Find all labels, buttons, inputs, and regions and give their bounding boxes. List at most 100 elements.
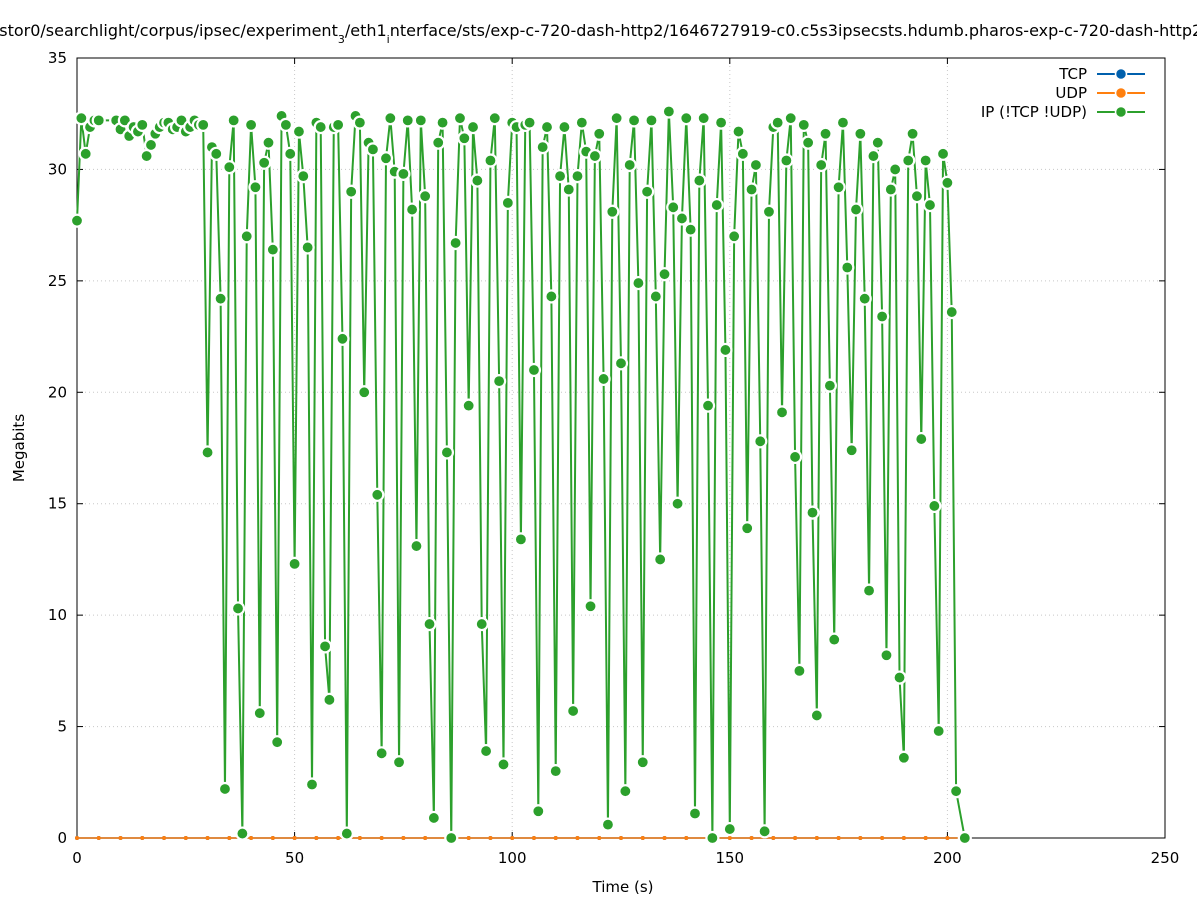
data-point — [574, 115, 589, 130]
data-point — [457, 131, 472, 146]
data-point — [931, 723, 946, 739]
data-point — [444, 830, 459, 846]
data-point — [257, 155, 272, 170]
data-point — [727, 836, 732, 840]
data-point — [892, 670, 907, 685]
data-point — [770, 115, 785, 130]
legend-label: TCP — [1058, 65, 1087, 83]
data-point — [213, 291, 228, 306]
data-point — [740, 521, 755, 536]
data-point — [792, 663, 807, 678]
data-point — [409, 538, 424, 554]
data-point — [452, 111, 468, 126]
data-point — [844, 443, 859, 458]
data-point — [853, 126, 868, 141]
data-point — [75, 836, 79, 840]
y-tick-label: 10 — [48, 606, 67, 624]
legend-label: IP (!TCP !UDP) — [981, 103, 1087, 121]
data-point — [283, 146, 298, 161]
data-point — [896, 750, 911, 765]
data-point — [687, 806, 703, 821]
data-point — [465, 119, 481, 135]
data-point — [314, 836, 319, 840]
y-tick-labels: 0 5 10 15 20 25 30 35 — [48, 49, 67, 847]
data-point — [135, 117, 150, 132]
data-point — [461, 398, 476, 413]
data-point — [635, 755, 650, 770]
data-point — [422, 616, 437, 632]
data-point — [783, 111, 798, 126]
x-tick-label: 250 — [1151, 849, 1180, 867]
data-point — [761, 204, 777, 219]
data-point — [597, 836, 602, 840]
data-point — [183, 836, 188, 840]
data-point — [470, 173, 485, 188]
data-point — [583, 599, 598, 614]
data-point — [927, 498, 942, 514]
data-point — [270, 836, 275, 840]
data-point — [670, 496, 685, 511]
data-point — [526, 362, 542, 378]
data-point — [570, 169, 585, 184]
data-point — [401, 836, 406, 840]
data-point — [531, 836, 536, 840]
data-point — [96, 836, 101, 840]
data-point — [796, 117, 811, 132]
data-point — [396, 166, 411, 181]
data-point — [818, 126, 833, 141]
data-point — [692, 173, 707, 188]
data-point — [640, 184, 655, 199]
data-point — [539, 119, 555, 135]
data-point — [248, 180, 263, 195]
data-point — [162, 836, 167, 840]
data-point — [793, 836, 798, 840]
data-point — [744, 182, 759, 197]
data-point — [431, 135, 446, 150]
data-point — [331, 117, 346, 132]
data-point — [640, 836, 645, 840]
series-2 — [69, 104, 972, 846]
data-point — [357, 385, 372, 400]
data-point — [383, 111, 398, 126]
data-point — [923, 836, 928, 840]
data-point — [731, 124, 746, 139]
y-tick-label: 25 — [48, 272, 67, 290]
data-point — [774, 405, 790, 420]
chart-title: /stor0/searchlight/corpus/ipsec/experime… — [0, 21, 1197, 46]
data-point — [261, 135, 276, 150]
y-tick-label: 0 — [57, 829, 67, 847]
data-point — [600, 817, 616, 832]
data-point — [535, 140, 550, 155]
y-axis-label: Megabits — [10, 414, 28, 482]
data-point — [227, 836, 232, 840]
data-point — [344, 184, 359, 199]
data-point — [300, 240, 315, 255]
data-point — [336, 836, 341, 840]
data-point — [487, 111, 502, 126]
data-point — [771, 836, 776, 840]
data-point — [879, 648, 894, 663]
data-point — [226, 113, 241, 128]
data-point — [787, 449, 803, 465]
data-point — [118, 836, 123, 840]
data-point — [317, 639, 333, 654]
title-part: i — [387, 33, 390, 46]
data-point — [557, 119, 572, 135]
data-point — [622, 157, 637, 173]
data-point — [488, 836, 493, 840]
data-point — [196, 117, 211, 132]
data-point — [679, 111, 694, 126]
data-point — [700, 398, 716, 413]
data-point — [243, 117, 259, 132]
y-tick-label: 20 — [48, 383, 67, 401]
data-point — [474, 616, 489, 632]
data-point — [713, 115, 729, 130]
data-point — [866, 148, 881, 164]
data-point — [644, 113, 659, 128]
data-point — [426, 810, 441, 826]
data-point — [848, 202, 864, 217]
data-point — [648, 289, 663, 304]
data-point — [705, 830, 720, 846]
data-point — [265, 242, 280, 257]
